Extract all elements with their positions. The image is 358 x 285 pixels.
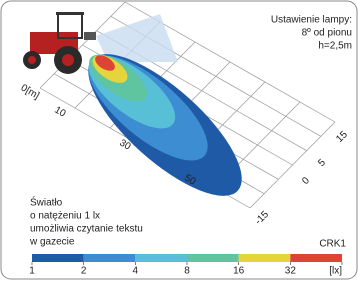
note: umożliwia czytanie tekstu <box>30 224 143 235</box>
note: w gazecie <box>29 237 75 248</box>
scale-label: 1 <box>29 266 35 277</box>
lamp-setting: 8º od pionu <box>302 28 352 39</box>
scale-label: 2 <box>81 266 87 277</box>
scale-segment <box>135 254 187 262</box>
rear-hub <box>62 54 74 66</box>
scale-label: [lx] <box>329 266 342 277</box>
scale-segment <box>84 254 136 262</box>
scale-segment <box>32 254 84 262</box>
note: o natężeniu 1 lx <box>30 211 100 222</box>
front-hub <box>28 56 36 64</box>
scale-label: 8 <box>184 266 190 277</box>
scale-segment <box>239 254 291 262</box>
model-label: CRK1 <box>319 239 346 250</box>
lamp <box>84 32 96 40</box>
scale-label: 4 <box>133 266 139 277</box>
scale-segment <box>290 254 342 262</box>
lamp-setting: h=2,5m <box>318 41 352 52</box>
tractor-roof <box>56 12 84 15</box>
scale-segment <box>187 254 239 262</box>
figure: Ustawienie lampy: 8º od pionu h=2,5m 0[m… <box>0 0 358 280</box>
scale-label: 16 <box>233 266 245 277</box>
lamp-setting: Ustawienie lampy: <box>271 15 352 26</box>
scale-label: 32 <box>285 266 297 277</box>
note: Światło <box>30 196 63 209</box>
